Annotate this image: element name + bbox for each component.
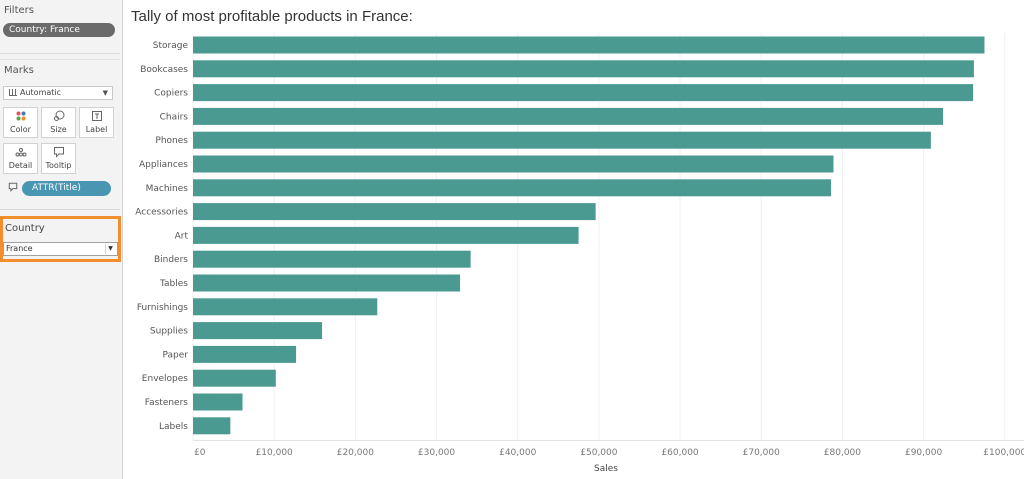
bar-art[interactable] [193,226,579,244]
tooltip-button[interactable]: Tooltip [41,143,76,174]
bar-binders[interactable] [193,250,471,268]
size-icon [42,110,75,125]
tooltip-field-row: ATTR(Title) [4,181,116,196]
bar-labels[interactable] [193,417,231,435]
category-label: Envelopes [142,374,189,384]
category-label: Accessories [135,208,188,218]
country-filter-card: Country France ▼ [0,216,121,262]
country-filter-pill[interactable]: Country: France [3,23,115,37]
color-dots-icon [4,110,37,125]
category-label: Art [175,231,189,241]
chevron-down-icon: ▼ [105,244,115,254]
bar-chart-icon [9,89,17,96]
bar-chairs[interactable] [193,107,944,125]
category-label: Machines [146,184,189,194]
category-label: Chairs [160,112,189,122]
viz-pane: Tally of most profitable products in Fra… [124,0,1024,479]
left-pane: Filters Country: France Marks Automatic … [0,0,123,479]
x-tick-label: £40,000 [499,448,536,458]
bar-storage[interactable] [193,36,985,54]
category-label: Supplies [150,327,188,337]
bar-tables[interactable] [193,274,461,292]
size-button-label: Size [50,125,67,134]
bar-envelopes[interactable] [193,369,276,387]
detail-button-label: Detail [8,161,33,170]
bar-appliances[interactable] [193,155,834,173]
category-label: Storage [153,41,189,51]
tooltip-button-label: Tooltip [45,161,72,170]
x-tick-label: £70,000 [743,448,780,458]
size-button[interactable]: Size [41,107,76,138]
category-label: Appliances [139,160,188,170]
x-tick-label: £10,000 [256,448,293,458]
chevron-down-icon: ▼ [102,89,108,97]
detail-icon [4,146,37,161]
tooltip-icon [42,146,75,161]
category-label: Labels [159,422,188,432]
filters-title: Filters [4,5,34,16]
x-tick-label: £100,000 [983,448,1024,458]
x-tick-label: £90,000 [905,448,942,458]
color-button[interactable]: Color [3,107,38,138]
bar-fasteners[interactable] [193,393,243,411]
marks-card: Marks Automatic ▼ Color [0,59,120,210]
mark-type-label: Automatic [20,88,62,97]
bar-accessories[interactable] [193,203,596,221]
x-tick-label: £80,000 [824,448,861,458]
marks-title: Marks [4,65,34,76]
mark-type-dropdown[interactable]: Automatic ▼ [3,86,113,100]
x-tick-label: £50,000 [580,448,617,458]
tooltip-icon [8,182,18,195]
country-filter-title: Country [5,223,45,234]
category-label: Binders [154,255,188,265]
bar-supplies[interactable] [193,322,323,340]
attr-title-pill[interactable]: ATTR(Title) [22,181,111,196]
bar-furnishings[interactable] [193,298,378,316]
x-tick-label: £20,000 [337,448,374,458]
category-label: Copiers [154,89,188,99]
x-axis-title: Sales [594,464,618,474]
bar-copiers[interactable] [193,84,974,102]
detail-button[interactable]: Detail [3,143,38,174]
bar-paper[interactable] [193,345,297,363]
x-tick-label: £0 [194,448,206,458]
bar-bookcases[interactable] [193,60,974,78]
category-label: Tables [159,279,188,289]
bar-machines[interactable] [193,179,832,197]
x-tick-label: £30,000 [418,448,455,458]
filters-card: Filters Country: France [0,0,120,54]
color-button-label: Color [10,125,31,134]
category-label: Phones [155,136,188,146]
label-button-label: Label [85,125,108,134]
bar-chart: Storage Bookcases Copiers Chairs Phones Appli… [135,33,1024,474]
country-select-value: France [6,244,33,253]
country-select[interactable]: France ▼ [3,242,118,256]
category-label: Fasteners [145,398,189,408]
category-label: Furnishings [137,303,188,313]
category-label: Paper [163,350,189,360]
category-label: Bookcases [140,65,188,75]
label-icon [80,110,113,125]
x-tick-label: £60,000 [661,448,698,458]
label-button[interactable]: Label [79,107,114,138]
chart-title: Tally of most profitable products in Fra… [131,8,413,25]
bar-phones[interactable] [193,131,931,149]
